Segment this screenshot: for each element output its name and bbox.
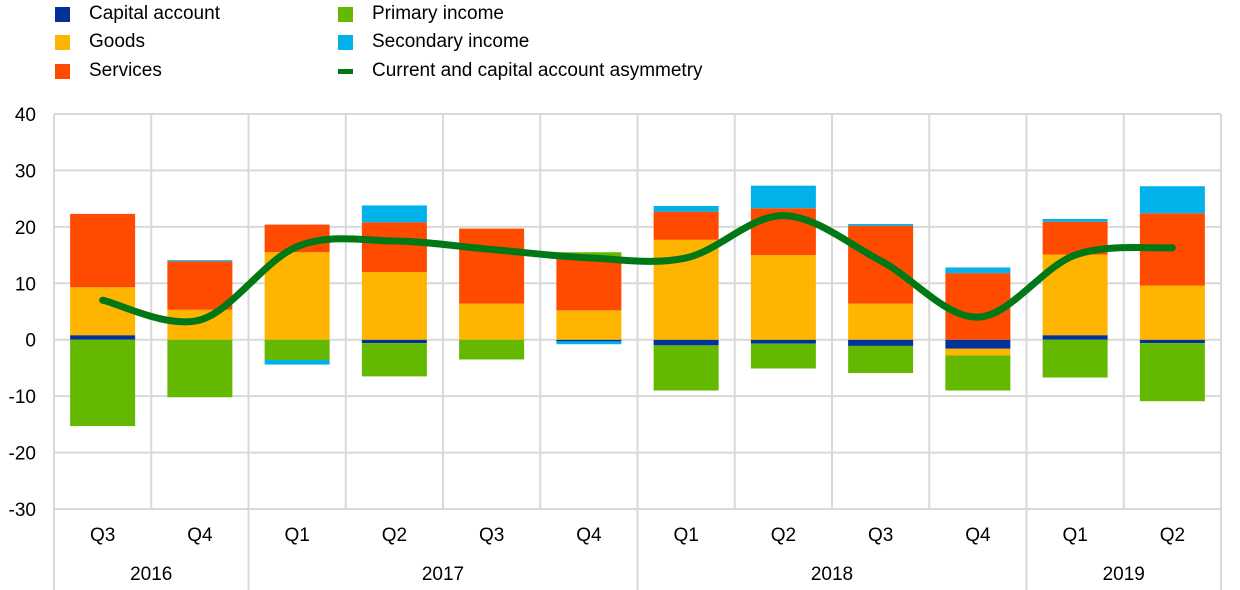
x-tick-label: Q1 <box>1062 525 1087 546</box>
x-tick-label: Q4 <box>187 525 213 546</box>
bar-segment-primary-income <box>361 343 427 377</box>
bar-segment-capital-account <box>945 339 1011 349</box>
year-label: 2016 <box>130 564 172 585</box>
bar-segment-goods <box>459 303 525 340</box>
year-label: 2019 <box>1103 564 1145 585</box>
bars <box>70 185 1205 427</box>
y-tick-label: -10 <box>9 387 36 408</box>
y-tick-label: -30 <box>9 500 36 521</box>
bar-segment-secondary-income <box>945 267 1011 274</box>
bar-segment-primary-income <box>1139 343 1205 402</box>
bar-segment-goods <box>361 272 427 340</box>
legend-swatch-goods <box>55 34 70 50</box>
bar-segment-primary-income <box>167 339 233 398</box>
bar-segment-primary-income <box>750 343 816 369</box>
year-label: 2017 <box>422 564 464 585</box>
bar-segment-capital-account <box>361 339 427 344</box>
x-tick-label: Q1 <box>673 525 698 546</box>
bar-segment-capital-account <box>1042 335 1108 340</box>
y-tick-label: 10 <box>15 274 36 295</box>
bar-segment-services <box>556 256 622 311</box>
legend-label: Goods <box>89 31 145 52</box>
y-axis: 40 30 20 10 0 -10 -20 -30 <box>9 105 36 521</box>
bar-segment-secondary-income <box>848 224 914 226</box>
bar-segment-capital-account <box>750 339 816 344</box>
legend-label: Secondary income <box>372 31 530 52</box>
legend-item-capital-account: Capital account <box>55 0 220 28</box>
bar-segment-primary-income <box>459 339 525 360</box>
x-tick-label: Q2 <box>382 525 407 546</box>
bar-segment-goods <box>1139 285 1205 340</box>
bar-segment-capital-account <box>848 339 914 346</box>
legend-label: Services <box>89 60 162 81</box>
bar-segment-goods <box>556 310 622 340</box>
bar-segment-secondary-income <box>167 260 233 262</box>
y-tick-label: 20 <box>15 218 36 239</box>
y-tick-label: 40 <box>15 105 36 126</box>
legend-item-primary-income: Primary income <box>338 0 504 28</box>
legend-item-secondary-income: Secondary income <box>338 28 529 56</box>
bar-segment-secondary-income <box>750 185 816 209</box>
bar-segment-goods <box>750 255 816 340</box>
legend: Capital account Goods Services Primary i… <box>0 0 760 90</box>
year-label: 2018 <box>811 564 853 585</box>
bar-segment-services <box>70 213 136 288</box>
y-tick-label: -20 <box>9 444 36 465</box>
legend-item-goods: Goods <box>55 28 145 56</box>
legend-swatch-primary-income <box>338 6 353 22</box>
x-tick-label: Q4 <box>576 525 602 546</box>
bar-segment-capital-account <box>1139 339 1205 344</box>
x-tick-label: Q3 <box>90 525 115 546</box>
bar-segment-capital-account <box>70 335 136 340</box>
bar-segment-secondary-income <box>1042 218 1108 222</box>
bar-segment-services <box>361 222 427 272</box>
x-tick-label: Q1 <box>284 525 309 546</box>
legend-label: Primary income <box>372 3 504 24</box>
bar-segment-goods <box>848 303 914 340</box>
bar-segment-capital-account <box>556 339 622 342</box>
bar-segment-primary-income <box>1042 339 1108 378</box>
x-tick-label: Q3 <box>868 525 893 546</box>
bar-segment-capital-account <box>653 339 719 346</box>
legend-swatch-capital-account <box>55 6 70 22</box>
legend-item-asymmetry: Current and capital account asymmetry <box>338 57 703 85</box>
y-tick-label: 0 <box>25 331 36 352</box>
x-tick-label: Q4 <box>965 525 991 546</box>
x-tick-label: Q2 <box>1160 525 1185 546</box>
legend-swatch-services <box>55 63 70 79</box>
asymmetry-line <box>99 212 1176 326</box>
bar-segment-secondary-income <box>653 205 719 212</box>
bar-segment-secondary-income <box>361 205 427 223</box>
legend-line-asymmetry <box>338 68 353 74</box>
bar-segment-goods <box>70 287 136 336</box>
legend-swatch-secondary-income <box>338 34 353 50</box>
bar-segment-goods <box>945 348 1011 356</box>
x-tick-label: Q2 <box>771 525 796 546</box>
bar-segment-secondary-income <box>264 360 330 365</box>
bar-segment-primary-income <box>945 355 1011 391</box>
bar-segment-primary-income <box>264 339 330 361</box>
legend-label: Capital account <box>89 3 220 24</box>
y-tick-label: 30 <box>15 161 36 182</box>
bar-segment-goods <box>264 252 330 340</box>
x-axis: Q3 Q4 Q1 Q2 Q3 Q4 Q1 Q2 Q3 Q4 Q1 Q2 2016 2017 2018 2019 <box>53 509 1222 590</box>
x-tick-label: Q3 <box>479 525 504 546</box>
bar-segment-primary-income <box>70 339 136 427</box>
legend-item-services: Services <box>55 57 162 85</box>
bar-segment-services <box>167 261 233 310</box>
bar-segment-primary-income <box>848 345 914 374</box>
legend-label: Current and capital account asymmetry <box>372 60 703 81</box>
bar-segment-secondary-income <box>1139 186 1205 214</box>
bar-segment-secondary-income <box>556 341 622 345</box>
asymmetry-line-path <box>99 212 1176 326</box>
bar-segment-services <box>653 211 719 240</box>
bar-segment-primary-income <box>653 345 719 391</box>
bar-segment-services <box>459 228 525 304</box>
